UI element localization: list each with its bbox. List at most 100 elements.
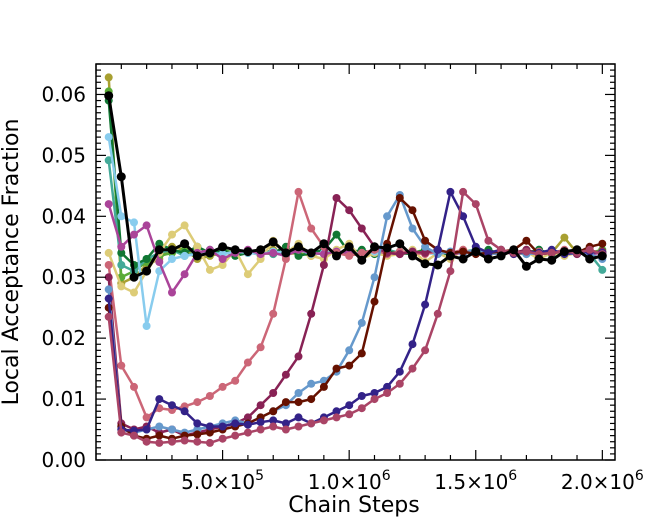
data-point-wine-14 <box>281 370 290 379</box>
data-point-maroon-25 <box>421 236 430 245</box>
y-tick-label: 0.01 <box>41 387 86 411</box>
data-point-mean-26 <box>433 260 443 270</box>
data-point-mean-34 <box>534 254 544 264</box>
data-point-indigo-28 <box>459 212 468 221</box>
data-point-sand-7 <box>193 242 202 251</box>
data-point-mean-18 <box>332 251 341 261</box>
data-point-rose-20 <box>357 248 366 257</box>
data-point-indigo-26 <box>433 245 442 254</box>
data-point-purple-2 <box>130 230 138 239</box>
data-point-indigo-4 <box>155 395 164 404</box>
data-point-wine-17 <box>319 261 328 269</box>
data-point-cyan-5 <box>168 255 176 263</box>
data-point-blue-4 <box>155 422 164 431</box>
data-point-wine-20 <box>357 224 366 233</box>
data-point-blue-25 <box>421 242 430 251</box>
data-point-maroon-13 <box>269 407 278 416</box>
data-point-maroon-21 <box>370 297 379 306</box>
data-point-mauve-30 <box>484 236 493 245</box>
data-point-mauve-1 <box>117 428 126 437</box>
data-point-rose-12 <box>256 343 265 352</box>
data-point-blue-15 <box>294 389 303 397</box>
data-point-indigo-22 <box>383 382 392 391</box>
data-point-mauve-14 <box>281 425 290 434</box>
data-point-indigo-11 <box>243 420 252 429</box>
data-point-mean-11 <box>243 247 253 257</box>
data-point-indigo-0 <box>104 294 113 303</box>
data-point-purple-6 <box>180 270 189 279</box>
data-point-sand-8 <box>205 265 214 274</box>
data-point-mean-25 <box>420 259 430 269</box>
data-point-wine-16 <box>307 309 316 318</box>
data-point-maroon-17 <box>319 382 328 391</box>
data-point-mean-37 <box>572 245 582 255</box>
data-point-wine-23 <box>395 250 404 259</box>
data-point-mean-5 <box>167 245 177 255</box>
y-tick-label: 0.04 <box>41 204 86 228</box>
data-point-purple-1 <box>117 242 126 251</box>
data-point-mean-2 <box>129 272 139 282</box>
data-point-wine-25 <box>421 248 430 257</box>
data-point-mauve-33 <box>522 247 531 256</box>
data-point-mean-33 <box>521 261 531 271</box>
data-point-cyan-0 <box>104 133 113 142</box>
data-point-rose-1 <box>117 361 126 370</box>
x-tick-label: 1.5×106 <box>434 468 517 494</box>
data-point-mauve-28 <box>459 187 468 196</box>
data-point-maroon-4 <box>155 431 164 440</box>
data-point-indigo-30 <box>484 248 493 257</box>
data-point-teal-39 <box>598 265 607 274</box>
data-point-mauve-6 <box>180 436 189 445</box>
x-tick-label: 1.0×106 <box>308 468 391 494</box>
data-point-indigo-24 <box>408 340 417 349</box>
data-point-indigo-13 <box>269 416 278 425</box>
data-point-maroon-18 <box>332 364 341 373</box>
data-point-mauve-22 <box>383 389 392 397</box>
data-point-teal-0 <box>104 156 113 165</box>
data-point-indigo-9 <box>218 422 227 431</box>
series-line-mauve <box>107 190 603 445</box>
data-point-mauve-25 <box>421 346 430 355</box>
data-point-purple-13 <box>269 248 278 257</box>
data-point-wine-19 <box>345 206 354 215</box>
data-point-wine-0 <box>104 273 113 282</box>
y-tick-label: 0.03 <box>41 265 86 289</box>
data-point-mean-22 <box>382 243 392 253</box>
data-point-rose-2 <box>130 382 138 391</box>
data-point-purple-4 <box>155 258 164 266</box>
data-point-mauve-18 <box>332 413 341 422</box>
data-point-indigo-7 <box>193 419 202 428</box>
data-point-blue-24 <box>408 224 417 233</box>
data-point-indigo-23 <box>395 367 404 376</box>
data-point-mean-27 <box>445 251 455 261</box>
data-point-mean-7 <box>192 251 202 261</box>
data-point-mauve-11 <box>243 428 252 437</box>
data-point-rose-19 <box>345 251 354 260</box>
x-tick-label: 5.0×105 <box>181 468 264 494</box>
data-point-mauve-20 <box>357 404 366 413</box>
data-point-mean-0 <box>104 91 114 101</box>
data-point-mauve-3 <box>142 437 151 446</box>
data-point-wine-13 <box>269 389 278 397</box>
data-point-maroon-39 <box>598 239 607 248</box>
data-point-mean-15 <box>294 242 303 252</box>
data-point-mean-19 <box>344 242 354 252</box>
data-point-mauve-24 <box>408 364 417 373</box>
data-point-mean-12 <box>256 245 266 255</box>
data-point-mauve-35 <box>547 248 556 257</box>
data-point-indigo-10 <box>231 419 240 428</box>
data-point-purple-0 <box>104 200 113 209</box>
data-point-dark-green-3 <box>142 255 151 263</box>
data-point-olive-36 <box>560 233 569 242</box>
data-point-mauve-21 <box>370 395 379 404</box>
data-point-mean-1 <box>116 172 126 182</box>
data-point-olive-0 <box>104 73 113 82</box>
data-point-mauve-15 <box>294 422 303 431</box>
data-point-mauve-8 <box>205 438 214 447</box>
data-point-maroon-8 <box>205 428 214 437</box>
data-point-blue-21 <box>370 273 379 282</box>
data-point-maroon-28 <box>459 247 468 256</box>
data-point-mauve-9 <box>218 434 227 443</box>
data-point-mean-16 <box>306 248 316 258</box>
data-point-mean-35 <box>547 255 557 265</box>
